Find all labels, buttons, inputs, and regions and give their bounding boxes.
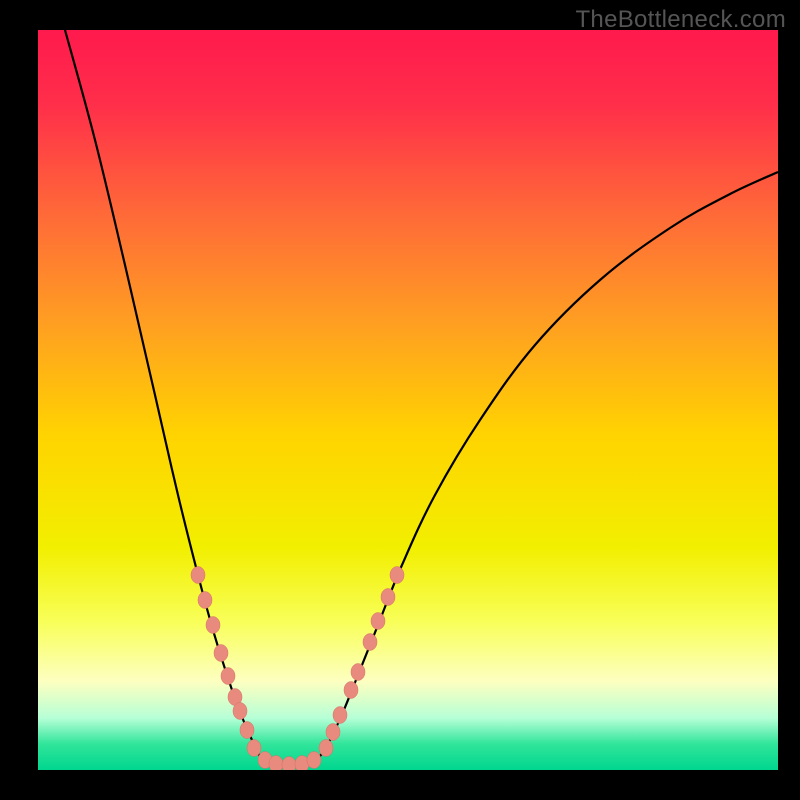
data-marker xyxy=(240,722,254,739)
data-marker xyxy=(363,634,377,651)
data-marker xyxy=(333,707,347,724)
data-marker xyxy=(214,645,228,662)
watermark-text: TheBottleneck.com xyxy=(575,6,786,34)
data-marker xyxy=(307,752,321,769)
data-marker xyxy=(351,664,365,681)
bottleneck-chart xyxy=(0,0,800,800)
data-marker xyxy=(282,757,296,774)
data-marker xyxy=(198,592,212,609)
data-marker xyxy=(381,589,395,606)
data-marker xyxy=(206,617,220,634)
data-marker xyxy=(390,567,404,584)
data-marker xyxy=(319,740,333,757)
data-marker xyxy=(371,613,385,630)
data-marker xyxy=(221,668,235,685)
data-marker xyxy=(344,682,358,699)
data-marker xyxy=(326,724,340,741)
data-marker xyxy=(247,740,261,757)
data-marker xyxy=(269,756,283,773)
plot-background xyxy=(38,30,778,770)
data-marker xyxy=(191,567,205,584)
data-marker xyxy=(295,756,309,773)
data-marker xyxy=(233,703,247,720)
